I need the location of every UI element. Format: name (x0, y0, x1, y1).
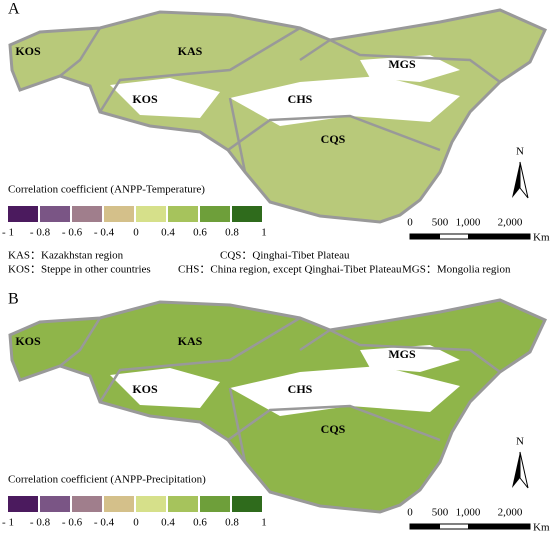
north-arrow (512, 162, 520, 198)
region-label: KAS (178, 334, 203, 348)
north-arrow (519, 451, 529, 489)
abbreviation: MGS：Mongolia region (402, 264, 511, 276)
bare-area (230, 76, 460, 126)
scale-label: 0 (407, 217, 413, 229)
legend-swatch (168, 206, 198, 222)
panel-label: A (8, 1, 20, 18)
legend-tick: 1 (261, 517, 267, 529)
scale-unit: Km (533, 232, 550, 244)
region-label: KOS (15, 44, 41, 58)
region-label: MGS (388, 57, 416, 71)
region-boundary (329, 328, 501, 374)
legend-swatch (200, 206, 230, 222)
map-panel: A KOS KAS MGS KOS CHS CQS Correlation coefficie… (2, 1, 550, 244)
legend-tick: 0.8 (225, 517, 239, 529)
scale-label: 2,000 (498, 507, 523, 519)
legend-swatch (72, 496, 102, 512)
abbreviation: CHS：China region, except Qinghai-Tibet P… (178, 264, 402, 276)
legend-swatch (40, 206, 70, 222)
scale-bar (410, 524, 440, 529)
abbreviation: KAS：Kazakhstan region (8, 250, 124, 262)
legend-tick: - 0.6 (62, 517, 83, 529)
region-boundary (59, 27, 102, 77)
north-label: N (516, 436, 524, 448)
legend-swatch (8, 206, 38, 222)
region-label: CHS (288, 92, 313, 106)
scale-bar (410, 234, 440, 239)
region-boundary (227, 404, 441, 442)
region-boundary (227, 114, 441, 152)
region-label: KOS (132, 92, 158, 106)
legend-tick: - 0.8 (30, 227, 51, 239)
region-boundary (299, 328, 331, 352)
legend-tick: 0.6 (193, 227, 207, 239)
region-label: CQS (321, 132, 346, 146)
legend-swatch (136, 496, 166, 512)
scale-label: 1,000 (456, 217, 481, 229)
legend-swatch (104, 206, 134, 222)
legend-title: Correlation coefficient (ANPP-Temperatur… (8, 184, 205, 196)
legend-tick: - 0.6 (62, 227, 83, 239)
legend-tick: 0.8 (225, 227, 239, 239)
scale-bar (468, 524, 530, 529)
region-boundary (228, 387, 247, 463)
region-boundary (98, 26, 301, 113)
north-arrow (512, 452, 520, 488)
legend-title: Correlation coefficient (ANPP-Precipitat… (8, 474, 206, 486)
bare-area (110, 368, 220, 408)
region-label: CHS (288, 382, 313, 396)
legend-tick: - 1 (2, 227, 14, 239)
legend-tick: 1 (261, 227, 267, 239)
abbreviation: KOS：Steppe in other countries (8, 264, 151, 276)
scale-label: 0 (407, 507, 413, 519)
legend-tick: - 1 (2, 517, 14, 529)
scale-label: 500 (432, 217, 449, 229)
bare-area (360, 345, 460, 372)
legend-swatch (168, 496, 198, 512)
north-label: N (516, 146, 524, 158)
north-arrow (519, 161, 529, 199)
legend-swatch (200, 496, 230, 512)
legend-tick: 0.4 (161, 517, 175, 529)
abbreviation: CQS：Qinghai-Tibet Plateau (220, 250, 350, 262)
legend-swatch (72, 206, 102, 222)
bare-area (110, 78, 220, 118)
legend-tick: 0 (133, 227, 139, 239)
legend-swatch (104, 496, 134, 512)
region-boundary (59, 317, 102, 367)
region-label: KAS (178, 44, 203, 58)
region-boundary (329, 38, 501, 84)
legend-tick: - 0.4 (94, 517, 115, 529)
region-label: KOS (15, 334, 41, 348)
region-label: CQS (321, 422, 346, 436)
legend-tick: - 0.8 (30, 517, 51, 529)
scale-label: 500 (432, 507, 449, 519)
bare-area (230, 366, 460, 416)
legend-tick: 0.4 (161, 227, 175, 239)
scale-label: 1,000 (456, 507, 481, 519)
map-panel: B KOS KAS MGS KOS CHS CQS Correlation coefficie… (2, 291, 550, 534)
region-boundary (228, 97, 247, 173)
legend-swatch (232, 496, 262, 512)
region-boundary (299, 38, 331, 62)
scale-unit: Km (533, 522, 550, 534)
panel-label: B (8, 291, 19, 308)
region-label: MGS (388, 347, 416, 361)
region-boundary (98, 316, 301, 403)
legend-tick: - 0.4 (94, 227, 115, 239)
legend-tick: 0.6 (193, 517, 207, 529)
legend-swatch (40, 496, 70, 512)
scale-bar (468, 234, 530, 239)
legend-swatch (136, 206, 166, 222)
legend-tick: 0 (133, 517, 139, 529)
legend-swatch (232, 206, 262, 222)
scale-label: 2,000 (498, 217, 523, 229)
bare-area (360, 55, 460, 82)
legend-swatch (8, 496, 38, 512)
region-label: KOS (132, 382, 158, 396)
